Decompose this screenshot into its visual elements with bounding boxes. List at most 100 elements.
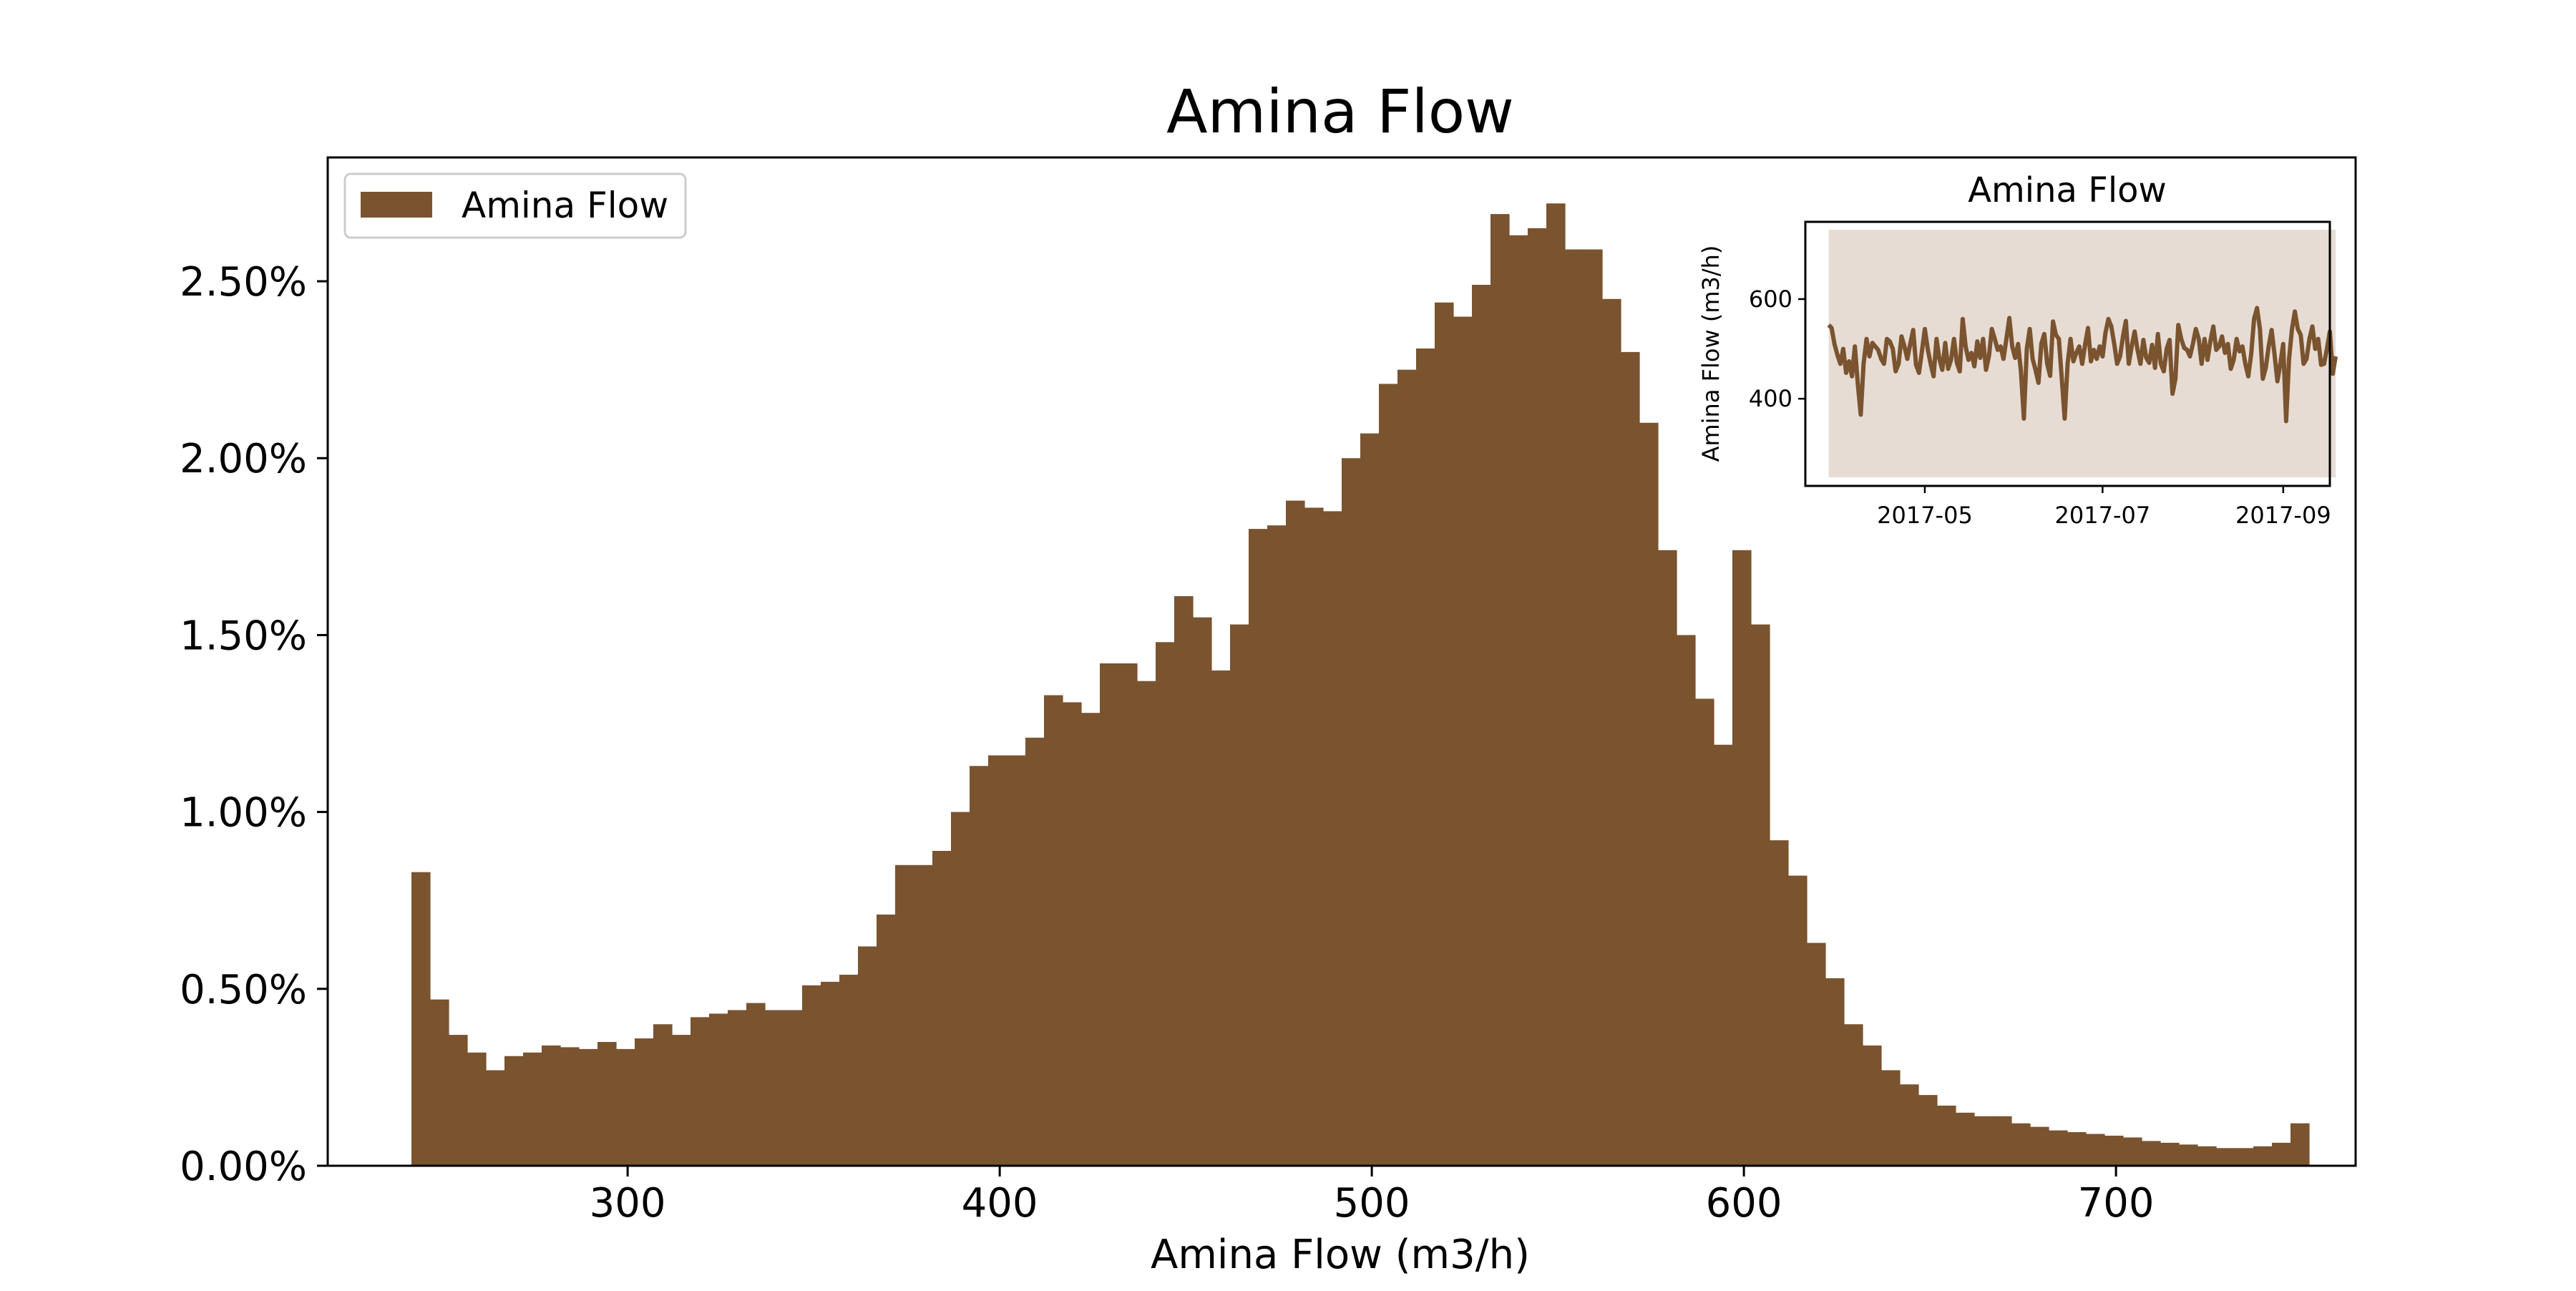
histogram-bar [895, 864, 914, 1166]
histogram-bar [765, 1010, 784, 1166]
histogram-bars [411, 203, 2310, 1166]
histogram-bar [560, 1047, 580, 1166]
inset-y-axis-label: Amina Flow (m3/h) [1697, 245, 1724, 462]
histogram-bar [1100, 663, 1119, 1166]
histogram-bar [951, 812, 970, 1166]
histogram-bar [542, 1045, 561, 1166]
histogram-bar [802, 985, 821, 1166]
histogram-bar [839, 975, 859, 1166]
x-tick-label: 300 [590, 1180, 666, 1227]
histogram-bar [1956, 1112, 1975, 1166]
histogram-bar [2104, 1135, 2124, 1166]
legend-box [343, 172, 687, 239]
histogram-bar [1025, 737, 1045, 1166]
histogram-bar [1453, 316, 1473, 1166]
histogram-bar [597, 1041, 617, 1166]
histogram-bar [858, 946, 877, 1166]
histogram-bar [1714, 744, 1733, 1166]
histogram-bar [2030, 1126, 2049, 1166]
histogram-bar [1677, 635, 1696, 1166]
histogram-bar [579, 1048, 598, 1166]
histogram-bar [1844, 1024, 1863, 1166]
inset-line-chart: Amina Flow 2017-05 2017-07 2017-09 400600 … [1697, 170, 2338, 529]
histogram-bar [1546, 203, 1566, 1166]
histogram-bar [1081, 713, 1101, 1166]
histogram-bar [486, 1070, 505, 1166]
histogram-bar [1937, 1105, 1956, 1166]
histogram-bar [1602, 298, 1621, 1166]
histogram-bar [2216, 1148, 2235, 1166]
histogram-bar [1193, 617, 1212, 1166]
histogram-bar [1435, 302, 1454, 1166]
histogram-bar [2179, 1144, 2198, 1166]
histogram-bar [1063, 702, 1082, 1166]
histogram-bar [1639, 422, 1659, 1166]
histogram-bar [1993, 1116, 2012, 1166]
histogram-bar [2253, 1146, 2273, 1166]
histogram-bar [821, 981, 840, 1166]
histogram-bar [2235, 1148, 2254, 1166]
inset-y-tick-label: 400 [1749, 385, 1792, 412]
y-tick-label: 2.50% [180, 259, 307, 306]
x-tick-label: 500 [1334, 1180, 1410, 1227]
main-plot-frame [326, 156, 2357, 1167]
histogram-bar [932, 850, 952, 1166]
main-x-axis-label: Amina Flow (m3/h) [1151, 1232, 1530, 1278]
histogram-bar [709, 1013, 728, 1166]
histogram-bar [2011, 1123, 2031, 1166]
histogram-bar [784, 1010, 803, 1166]
y-tick-label: 0.50% [180, 967, 307, 1013]
histogram-bar [1379, 384, 1398, 1166]
main-x-axis-ticks: 300 400 500 600 700 [590, 1166, 2155, 1227]
main-y-axis-ticks: 0.00% 0.50% 1.00% 1.50% 2.00% 2.50% [180, 259, 328, 1190]
inset-y-tick-label: 600 [1749, 286, 1792, 313]
histogram-bar [1751, 624, 1770, 1166]
histogram-bar [1286, 500, 1305, 1166]
histogram-bar [1918, 1095, 1938, 1166]
histogram-bar [691, 1017, 710, 1166]
histogram-bar [1174, 596, 1194, 1166]
histogram-bar [1137, 681, 1156, 1166]
histogram-bar [1360, 433, 1380, 1166]
histogram-bar [635, 1038, 654, 1166]
histogram-bar [1007, 755, 1026, 1166]
histogram-bar [1509, 235, 1528, 1166]
y-tick-label: 0.00% [180, 1144, 307, 1190]
histogram-bar [2142, 1141, 2161, 1166]
histogram-bar [1397, 369, 1417, 1166]
histogram-bar [672, 1035, 691, 1166]
histogram-bar [467, 1052, 487, 1166]
histogram-bar [1863, 1045, 1882, 1166]
x-tick-label: 600 [1706, 1180, 1782, 1227]
histogram-bar [430, 999, 449, 1166]
legend: Amina Flow [343, 172, 687, 239]
histogram-bar [2272, 1142, 2291, 1166]
y-tick-label: 2.00% [180, 436, 307, 482]
histogram-bar [616, 1048, 635, 1166]
inset-plot-frame [1804, 220, 2331, 487]
y-tick-label: 1.50% [180, 613, 307, 659]
histogram-bar [1323, 511, 1342, 1166]
histogram-bar [2160, 1142, 2180, 1166]
inset-series-line [1827, 306, 2338, 424]
histogram-bar [1118, 663, 1138, 1166]
histogram-bar [504, 1056, 524, 1166]
inset-x-tick-label: 2017-09 [2235, 502, 2331, 529]
histogram-bar [728, 1010, 747, 1166]
inset-x-axis-ticks: 2017-05 2017-07 2017-09 [1877, 486, 2331, 529]
inset-x-tick-label: 2017-07 [2055, 502, 2151, 529]
histogram-bar [1491, 214, 1510, 1166]
histogram-bar [1695, 698, 1714, 1166]
histogram-bar [877, 914, 896, 1166]
x-tick-label: 400 [962, 1180, 1038, 1227]
x-tick-label: 700 [2078, 1180, 2155, 1227]
histogram-bar [1342, 458, 1361, 1166]
histogram-bar [746, 1003, 766, 1166]
inset-x-tick-label: 2017-05 [1877, 502, 1973, 529]
histogram-bar [653, 1024, 673, 1166]
histogram-bar [2067, 1132, 2087, 1166]
main-histogram: Amina Flow 300 400 500 600 700 0.00% 0.50% 1.0… [180, 77, 2357, 1278]
histogram-bar [1881, 1070, 1901, 1166]
